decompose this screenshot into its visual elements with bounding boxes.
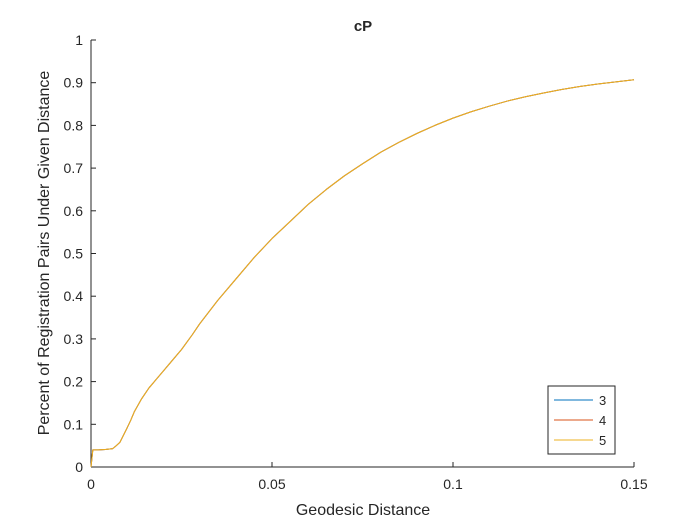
y-tick-label: 0.8 (64, 117, 84, 133)
y-tick-label: 0.6 (64, 203, 84, 219)
series-line-5 (90, 79, 635, 468)
legend-label-4: 4 (599, 413, 606, 428)
y-tick-label: 0.4 (64, 288, 84, 304)
x-tick-label: 0.05 (258, 476, 285, 492)
y-tick-label: 0 (75, 459, 83, 475)
x-tick-label: 0.15 (620, 476, 647, 492)
y-tick-label: 0.3 (64, 331, 84, 347)
x-tick-label: 0.1 (443, 476, 463, 492)
y-tick-label: 0.2 (64, 374, 84, 390)
chart-title: cP (354, 18, 372, 35)
y-tick-label: 0.7 (64, 160, 84, 176)
y-tick-label: 0.1 (64, 416, 84, 432)
legend: 3 4 5 (547, 385, 616, 455)
legend-label-3: 3 (599, 393, 606, 408)
y-tick-label: 1 (75, 32, 83, 48)
x-axis-label: Geodesic Distance (296, 502, 430, 519)
y-tick-label: 0.9 (64, 75, 84, 91)
x-tick-label: 0 (87, 476, 95, 492)
y-axis-label: Percent of Registration Pairs Under Give… (36, 71, 53, 436)
series-layer (90, 79, 635, 468)
plot-axes: 0 0.1 0.2 0.3 0.4 0.5 0.6 0.7 0.8 0.9 1 0 0.05 0.1 0.1… (64, 32, 648, 492)
legend-label-5: 5 (599, 433, 606, 448)
y-tick-label: 0.5 (64, 246, 84, 262)
